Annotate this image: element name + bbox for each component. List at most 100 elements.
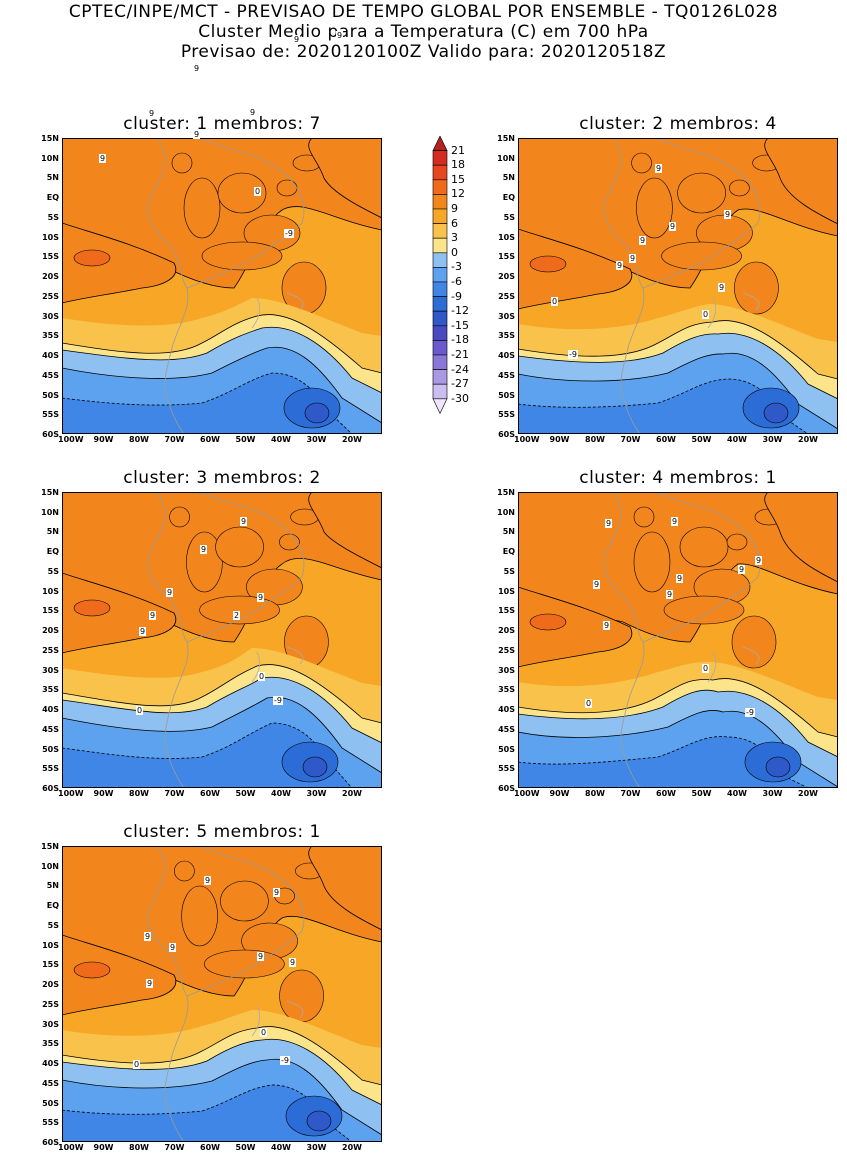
colorbar-swatch	[432, 150, 448, 166]
lon-tick-label: 60W	[656, 789, 676, 798]
lat-tick-label: 60S	[498, 430, 515, 439]
lon-tick-label: 20W	[798, 789, 818, 798]
panel-title: cluster: 4 membros: 1	[579, 468, 777, 488]
river-outline	[251, 1000, 304, 1037]
colorbar-label: -24	[451, 362, 469, 376]
lon-tick-label: 100W	[58, 789, 84, 798]
warm-blob	[729, 179, 750, 197]
lon-tick-label: 50W	[235, 789, 256, 798]
band-minus-15-core	[765, 756, 791, 778]
panel-title: cluster: 1 membros: 7	[123, 114, 321, 134]
panel-map-3	[62, 492, 382, 788]
warm-blob	[276, 179, 298, 197]
contour-label: 9	[273, 888, 281, 897]
warm-blob	[279, 533, 300, 551]
lat-tick-label: 15S	[498, 252, 515, 262]
colorbar-swatch	[432, 310, 448, 327]
band-9-west	[62, 572, 177, 654]
lat-tick-label: 20S	[42, 626, 59, 636]
river-outline	[707, 292, 760, 329]
contour-label: 9	[166, 588, 174, 597]
lon-tick-label: 40W	[727, 789, 747, 798]
colorbar-label: -3	[451, 260, 462, 274]
continent-outline	[147, 846, 305, 1142]
lat-tick-label: 15N	[41, 842, 59, 851]
contour-label: 9	[146, 979, 154, 988]
colorbar-label: 3	[451, 231, 458, 245]
warm-blob	[633, 531, 671, 593]
contour-label: 9	[738, 565, 746, 574]
lon-tick-label: 50W	[691, 435, 712, 444]
lon-tick-label: 70W	[164, 435, 185, 444]
lon-tick-label: 90W	[93, 789, 114, 798]
lat-tick-label: 35S	[498, 331, 515, 341]
colorbar-swatch	[432, 194, 448, 210]
lon-tick-label: 70W	[620, 435, 641, 444]
contour-label: -9	[745, 708, 755, 717]
lat-tick-label: 10N	[497, 153, 515, 163]
lat-tick-label: 45S	[498, 724, 515, 734]
contour-label: 9	[240, 517, 248, 526]
band-12-core	[73, 249, 111, 267]
warm-blob	[204, 949, 285, 979]
colorbar-label: -18	[451, 333, 469, 347]
contour-label: -9	[568, 350, 578, 359]
colorbar-label: -6	[451, 275, 462, 288]
contour-label: 9	[755, 556, 763, 565]
lat-tick-label: 15N	[41, 134, 59, 143]
lat-tick-label: 20S	[498, 626, 515, 636]
lat-tick-label: 15N	[497, 488, 515, 497]
warm-blob	[181, 885, 218, 947]
contour-label: 9	[671, 517, 679, 526]
contour-label: 9	[149, 611, 157, 620]
warm-blob	[199, 595, 280, 625]
lon-tick-label: 30W	[306, 435, 327, 444]
lat-tick-label: 15N	[497, 134, 515, 143]
contour-label: 0	[702, 664, 710, 673]
contour-label: 9	[724, 210, 732, 219]
lat-tick-label: 5S	[503, 566, 515, 576]
lat-tick-label: 30S	[42, 1019, 59, 1029]
continent-outline	[147, 138, 305, 434]
lat-tick-label: EQ	[46, 547, 59, 557]
lat-tick-label: 10N	[41, 153, 59, 163]
panel-title: cluster: 5 membros: 1	[123, 822, 321, 842]
colorbar-swatch	[432, 340, 448, 356]
lat-tick-label: 50S	[498, 744, 515, 754]
contour-label: 9	[629, 254, 637, 263]
lon-tick-label: 90W	[549, 789, 570, 798]
contour-label: 9	[200, 545, 208, 554]
contour-label: 0	[585, 699, 593, 708]
contour-label: 9	[144, 932, 152, 941]
colorbar-swatch	[432, 267, 448, 283]
band-9-northeast	[308, 492, 382, 569]
lon-tick-label: 70W	[164, 789, 185, 798]
contour-label: 9	[639, 236, 647, 245]
lat-tick-label: 10N	[41, 861, 59, 871]
band-9-northeast	[308, 846, 382, 931]
warm-blob	[183, 177, 221, 239]
colorbar-svg	[432, 136, 448, 415]
lat-tick-label: 25S	[498, 645, 515, 655]
lat-tick-label: 25S	[42, 999, 59, 1009]
map-frame	[62, 846, 382, 1142]
contour-label: 9	[605, 519, 613, 528]
colorbar-swatch	[432, 325, 448, 341]
band-12-core	[529, 255, 567, 273]
warm-blob	[217, 172, 267, 214]
lon-tick-label: 30W	[762, 789, 783, 798]
lat-tick-label: 50S	[42, 744, 59, 754]
header-line-1: CPTEC/INPE/MCT - PREVISAO DE TEMPO GLOBA…	[68, 2, 779, 22]
colorbar-swatch	[432, 252, 448, 268]
lat-tick-label: 55S	[42, 764, 59, 774]
lat-tick-label: 35S	[42, 331, 59, 341]
lat-tick-label: 60S	[42, 784, 59, 793]
lat-tick-label: 5N	[46, 527, 59, 537]
contour-label: 9	[293, 35, 301, 44]
lon-tick-label: 60W	[200, 1143, 220, 1152]
band-minus-9	[62, 722, 353, 788]
colorbar-label: -12	[451, 304, 469, 318]
band-12-core	[529, 613, 567, 631]
lon-tick-label: 80W	[129, 435, 149, 444]
colorbar-label: -15	[451, 318, 469, 332]
